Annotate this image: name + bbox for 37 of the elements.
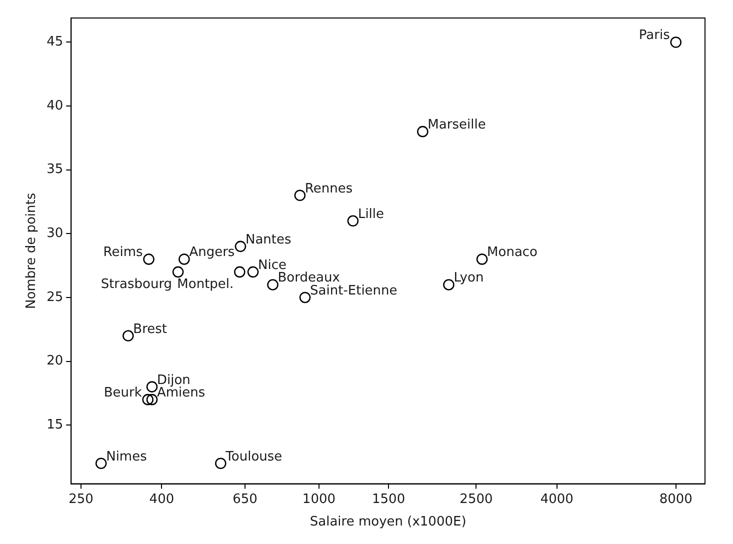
- annotation: Marseille: [428, 118, 486, 133]
- annotation: Beurk: [104, 386, 142, 401]
- y-tick-label: 40: [46, 98, 64, 114]
- y-tick-label: 15: [46, 417, 64, 432]
- annotation: Paris: [638, 28, 670, 44]
- y-tick-label: 25: [46, 290, 64, 305]
- x-tick-label: 8000: [659, 492, 692, 507]
- x-axis-title: Salaire moyen (x1000E): [310, 514, 466, 530]
- x-tick-label: 2500: [460, 492, 493, 507]
- x-tick-label: 400: [149, 492, 174, 507]
- y-tick-label: 45: [46, 34, 64, 50]
- annotation: Lille: [358, 206, 384, 222]
- annotation: Saint-Etienne: [310, 283, 398, 298]
- x-tick-label: 250: [68, 492, 94, 507]
- annotation: Nice: [258, 258, 287, 273]
- annotation: Monaco: [487, 245, 538, 260]
- annotation: Amiens: [156, 386, 206, 401]
- annotation: Bordeaux: [278, 270, 340, 286]
- y-tick-label: 35: [46, 162, 64, 178]
- annotation: Lyon: [454, 270, 484, 286]
- annotation: Rennes: [304, 181, 353, 196]
- annotation: Angers: [189, 245, 235, 260]
- annotation: Dijon: [156, 372, 190, 388]
- annotation: Nantes: [245, 232, 292, 248]
- y-axis-title: Nombre de points: [24, 192, 40, 309]
- x-tick-label: 650: [232, 492, 258, 507]
- annotation: Brest: [133, 322, 168, 337]
- y-tick-label: 20: [46, 354, 64, 369]
- x-tick-label: 4000: [540, 492, 574, 507]
- y-tick-label: 30: [46, 226, 64, 242]
- annotation: Reims: [103, 245, 144, 260]
- annotation: Montpel.: [177, 276, 234, 292]
- x-tick-label: 1000: [302, 492, 336, 507]
- x-tick-label: 1500: [372, 492, 406, 507]
- annotation: Strasbourg: [100, 276, 172, 292]
- annotation: Nimes: [106, 449, 148, 464]
- annotation: Toulouse: [224, 449, 282, 464]
